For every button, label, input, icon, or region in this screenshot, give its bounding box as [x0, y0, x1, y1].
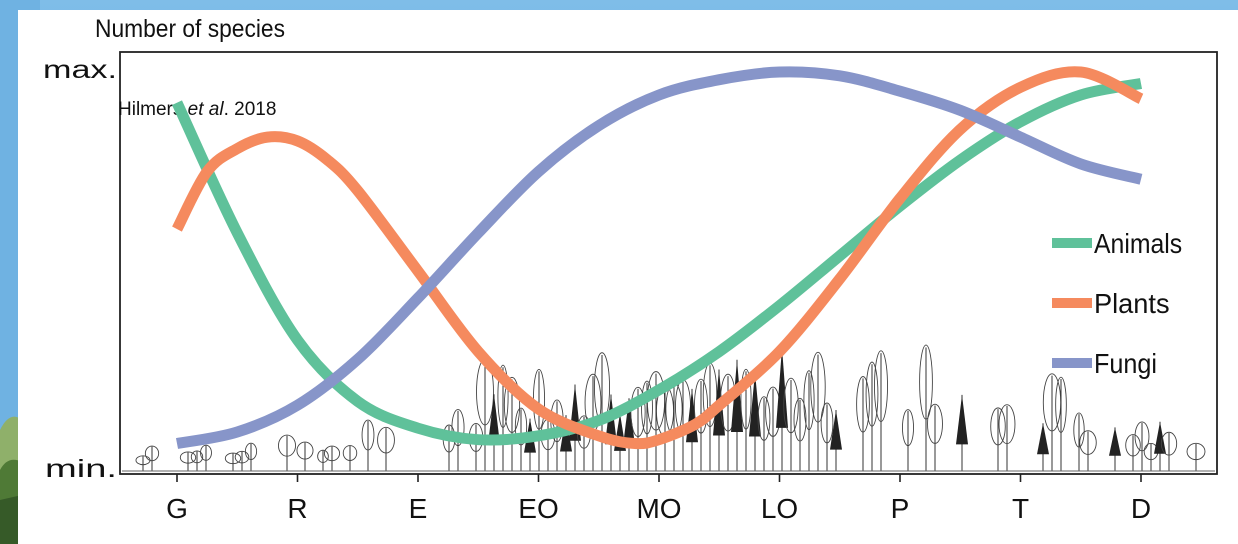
tree-crown — [144, 445, 160, 462]
series-line-fungi — [175, 66, 1143, 449]
tree-crown — [803, 370, 815, 431]
conifer-crown — [956, 394, 968, 445]
tree-crown — [810, 351, 826, 423]
x-tick-label: P — [891, 493, 910, 524]
tree-crown — [497, 364, 509, 428]
tree-crown — [927, 403, 943, 444]
tree-crown — [641, 380, 653, 435]
tree-crown — [1186, 442, 1206, 461]
tree-crown — [451, 409, 465, 447]
tree-crown — [630, 386, 646, 437]
tree-crown — [1125, 434, 1141, 457]
x-tick-label: EO — [518, 493, 558, 524]
y-axis-title: Number of species — [95, 15, 285, 43]
x-tick-label: G — [166, 493, 188, 524]
tree-crown — [361, 419, 375, 451]
tree-crown — [757, 396, 771, 441]
tree-crown — [919, 344, 933, 420]
tree-crown — [990, 407, 1006, 446]
series-line-animals — [172, 78, 1143, 446]
citation-annotation: Hilmers et al. 2018 — [118, 99, 276, 120]
tree-crown — [1073, 412, 1085, 448]
tree-crown — [1134, 421, 1150, 452]
tree-crown — [317, 449, 329, 463]
conifer-crown — [1109, 427, 1121, 456]
x-tick-label: E — [409, 493, 428, 524]
tree-crown — [820, 402, 834, 444]
legend-label-fungi: Fungi — [1094, 348, 1157, 379]
tree-crown — [234, 450, 250, 464]
citation-etal: et al — [188, 99, 225, 120]
tree-crown — [902, 409, 914, 447]
tree-crown — [865, 361, 879, 427]
x-tick-label: R — [287, 493, 307, 524]
tree-crown — [740, 368, 752, 430]
x-tick-label: D — [1131, 493, 1151, 524]
tree-crown — [377, 426, 395, 454]
legend-label-plants: Plants — [1094, 288, 1170, 319]
tree-crown — [514, 407, 528, 446]
conifer-crown — [488, 394, 500, 445]
tree-crown — [693, 378, 709, 434]
tree-crown — [224, 452, 242, 465]
x-axis-ticks: G R E EO MO LO P T D — [166, 474, 1151, 524]
conifer-crown — [1154, 421, 1166, 454]
tree-crown — [179, 451, 197, 464]
citation-author: Hilmers — [118, 99, 188, 120]
tree-crown — [503, 376, 521, 433]
y-tick-max: max. — [43, 56, 117, 84]
series-lines — [172, 66, 1144, 450]
legend-label-animals: Animals — [1094, 228, 1182, 259]
series-line-plants — [172, 66, 1144, 450]
conifer-crown — [776, 347, 788, 428]
citation-year: . 2018 — [224, 99, 277, 120]
x-tick-label: MO — [636, 493, 681, 524]
tree-crown — [244, 442, 258, 461]
conifer-crown — [1037, 423, 1049, 455]
conifer-crown — [623, 398, 635, 446]
tree-crown — [278, 434, 296, 457]
conifer-crown — [830, 410, 842, 450]
x-tick-label: T — [1012, 493, 1029, 524]
tree-crown — [783, 377, 799, 434]
y-tick-min: min. — [45, 455, 117, 483]
tree-crown — [296, 441, 314, 460]
tree-crown — [1055, 376, 1067, 433]
x-tick-label: LO — [761, 493, 798, 524]
tree-crown — [874, 350, 888, 422]
legend: Animals Plants Fungi — [1052, 228, 1182, 379]
tree-crown — [1079, 430, 1097, 455]
forest-silhouettes — [122, 344, 1215, 472]
tree-crown — [190, 450, 204, 464]
tree-crown — [200, 444, 212, 461]
tree-crown — [342, 445, 358, 461]
tree-crown — [1160, 431, 1178, 456]
tree-crown — [856, 376, 870, 433]
tree-crown — [793, 397, 807, 442]
tree-crown — [323, 445, 341, 462]
tree-crown — [998, 404, 1016, 445]
